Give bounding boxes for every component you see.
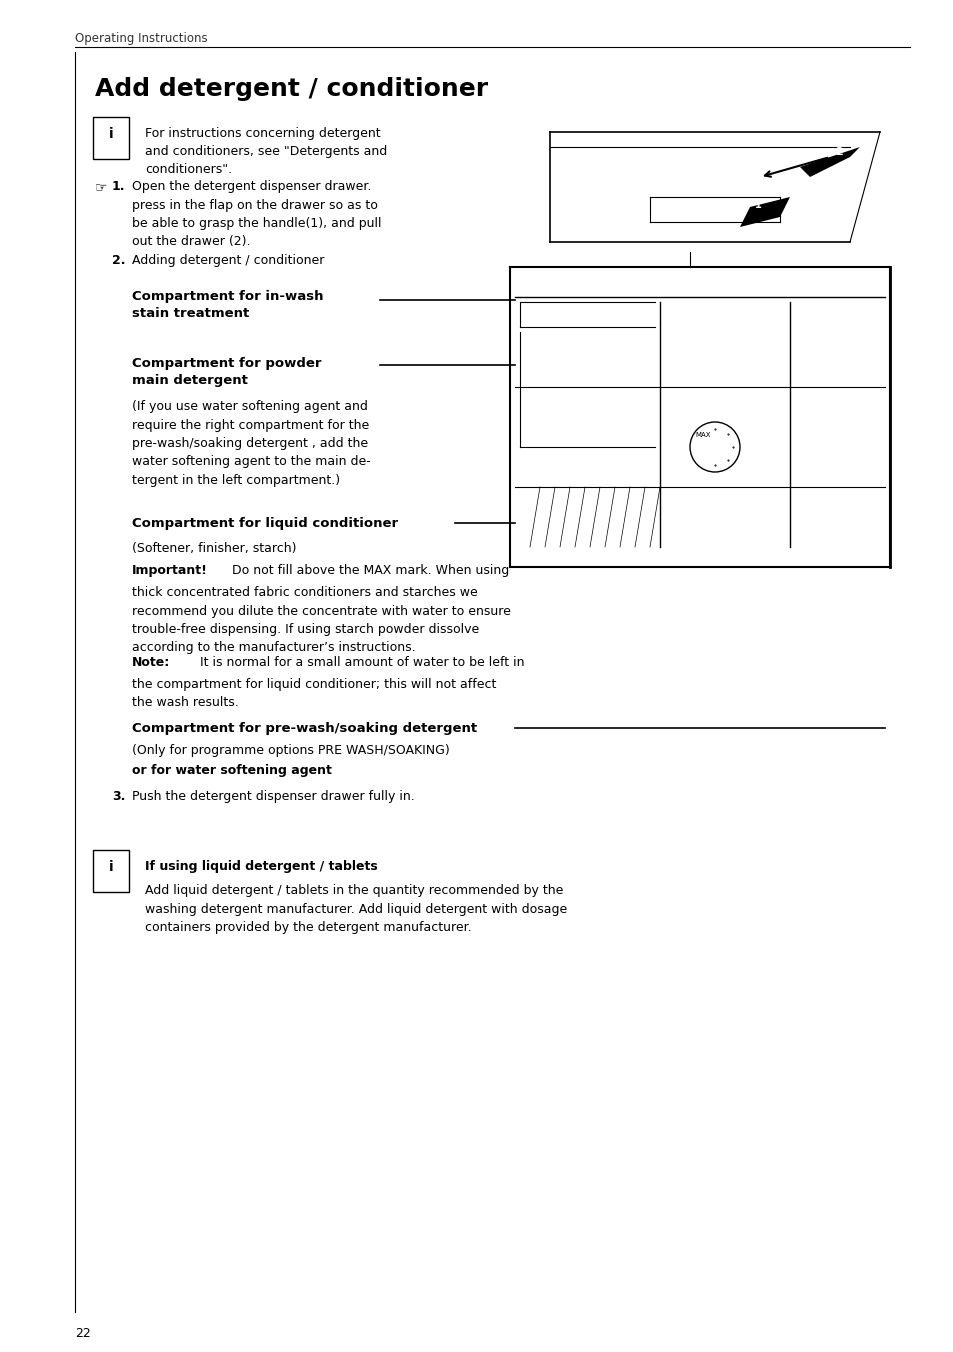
- Text: Do not fill above the MAX mark. When using: Do not fill above the MAX mark. When usi…: [232, 564, 509, 577]
- Text: (Only for programme options PRE WASH/SOAKING): (Only for programme options PRE WASH/SOA…: [132, 744, 449, 757]
- Polygon shape: [800, 147, 859, 177]
- Text: ☞: ☞: [95, 180, 108, 193]
- Text: (Softener, finisher, starch): (Softener, finisher, starch): [132, 542, 296, 556]
- Text: (If you use water softening agent and
require the right compartment for the
pre-: (If you use water softening agent and re…: [132, 400, 371, 487]
- Text: Note:: Note:: [132, 656, 170, 669]
- Text: i: i: [109, 127, 113, 141]
- Text: MAX: MAX: [695, 433, 710, 438]
- Text: Compartment for pre-wash/soaking detergent: Compartment for pre-wash/soaking deterge…: [132, 722, 476, 735]
- Text: 2: 2: [834, 147, 841, 157]
- Text: If using liquid detergent / tablets: If using liquid detergent / tablets: [145, 860, 377, 873]
- Text: or for water softening agent: or for water softening agent: [132, 764, 332, 777]
- Text: 3.: 3.: [112, 790, 125, 803]
- Text: 1: 1: [754, 200, 760, 210]
- Text: Push the detergent dispenser drawer fully in.: Push the detergent dispenser drawer full…: [132, 790, 415, 803]
- Text: 22: 22: [75, 1328, 91, 1340]
- Text: It is normal for a small amount of water to be left in: It is normal for a small amount of water…: [200, 656, 524, 669]
- Text: 1.: 1.: [112, 180, 126, 193]
- Polygon shape: [740, 197, 789, 227]
- Text: Compartment for in-wash
stain treatment: Compartment for in-wash stain treatment: [132, 289, 323, 320]
- Text: i: i: [109, 860, 113, 873]
- Text: Add detergent / conditioner: Add detergent / conditioner: [95, 77, 488, 101]
- Text: Add liquid detergent / tablets in the quantity recommended by the
washing deterg: Add liquid detergent / tablets in the qu…: [145, 884, 567, 934]
- Text: thick concentrated fabric conditioners and starches we
recommend you dilute the : thick concentrated fabric conditioners a…: [132, 585, 511, 654]
- Text: Adding detergent / conditioner: Adding detergent / conditioner: [132, 254, 324, 266]
- FancyBboxPatch shape: [92, 118, 129, 160]
- Text: the compartment for liquid conditioner; this will not affect
the wash results.: the compartment for liquid conditioner; …: [132, 677, 496, 710]
- Text: Compartment for powder
main detergent: Compartment for powder main detergent: [132, 357, 321, 387]
- FancyBboxPatch shape: [92, 850, 129, 892]
- Text: For instructions concerning detergent
and conditioners, see "Detergents and
cond: For instructions concerning detergent an…: [145, 127, 387, 176]
- Text: Operating Instructions: Operating Instructions: [75, 32, 208, 45]
- Text: Open the detergent dispenser drawer.
press in the flap on the drawer so as to
be: Open the detergent dispenser drawer. pre…: [132, 180, 381, 249]
- Text: Compartment for liquid conditioner: Compartment for liquid conditioner: [132, 516, 397, 530]
- Text: 2.: 2.: [112, 254, 126, 266]
- Text: Important!: Important!: [132, 564, 208, 577]
